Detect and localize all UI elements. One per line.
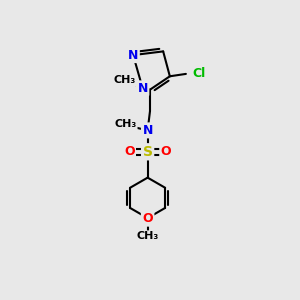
Text: O: O [161,145,171,158]
Text: N: N [137,82,148,95]
Text: CH₃: CH₃ [114,118,136,128]
Text: O: O [142,212,153,225]
Text: N: N [142,124,153,137]
Text: N: N [128,49,138,62]
Text: Cl: Cl [193,68,206,80]
Text: S: S [142,145,153,159]
Text: CH₃: CH₃ [114,75,136,85]
Text: CH₃: CH₃ [136,232,159,242]
Text: O: O [124,145,134,158]
